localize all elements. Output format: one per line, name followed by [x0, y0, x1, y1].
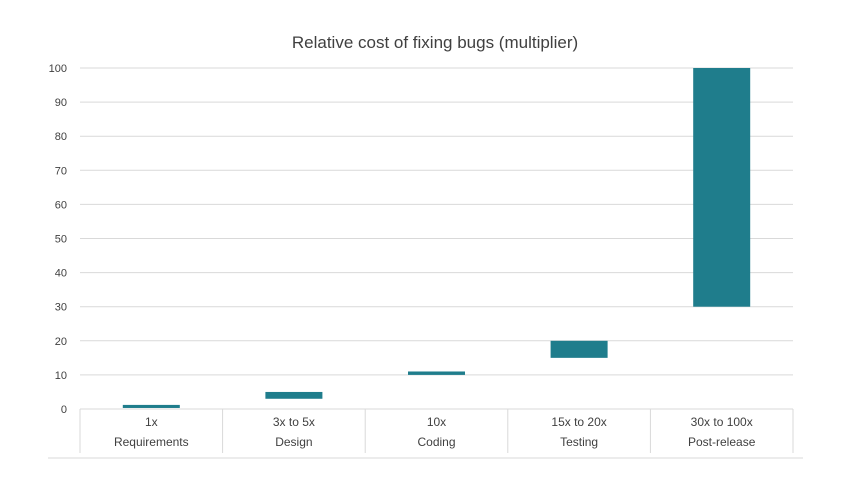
- category-axis: 1x Requirements 3x to 5x Design 10x Coding 15x…: [48, 409, 803, 459]
- bar-requirements: [122, 404, 180, 408]
- y-tick-label: 50: [55, 234, 67, 246]
- category-phase-label: Testing: [560, 435, 598, 449]
- gridlines: [80, 67, 793, 410]
- bar-design: [265, 391, 323, 399]
- y-tick-label: 10: [55, 370, 67, 382]
- bar-testing: [550, 340, 608, 358]
- chart-title: Relative cost of fixing bugs (multiplier…: [292, 33, 578, 52]
- bar-coding: [408, 371, 465, 375]
- category-multiplier-label: 3x to 5x: [273, 415, 315, 429]
- y-tick-label: 90: [55, 97, 67, 109]
- category-phase-label: Post-release: [688, 435, 756, 449]
- y-tick-label: 70: [55, 165, 67, 177]
- y-axis-tick-labels: 0 10 20 30 40 50 60 70 80 90 100: [49, 63, 67, 416]
- y-tick-label: 60: [55, 199, 67, 211]
- category-phase-label: Coding: [417, 435, 455, 449]
- category-multiplier-label: 1x: [145, 415, 158, 429]
- y-tick-label: 40: [55, 268, 67, 280]
- bars: [122, 68, 751, 408]
- category-phase-label: Requirements: [114, 435, 189, 449]
- y-tick-label: 80: [55, 131, 67, 143]
- y-tick-label: 0: [61, 404, 67, 416]
- category-multiplier-label: 15x to 20x: [551, 415, 606, 429]
- y-tick-label: 100: [49, 63, 67, 75]
- category-multiplier-label: 10x: [427, 415, 446, 429]
- category-multiplier-label: 30x to 100x: [691, 415, 753, 429]
- y-tick-label: 20: [55, 336, 67, 348]
- bar-post-release: [693, 68, 751, 307]
- y-tick-label: 30: [55, 302, 67, 314]
- category-phase-label: Design: [275, 435, 312, 449]
